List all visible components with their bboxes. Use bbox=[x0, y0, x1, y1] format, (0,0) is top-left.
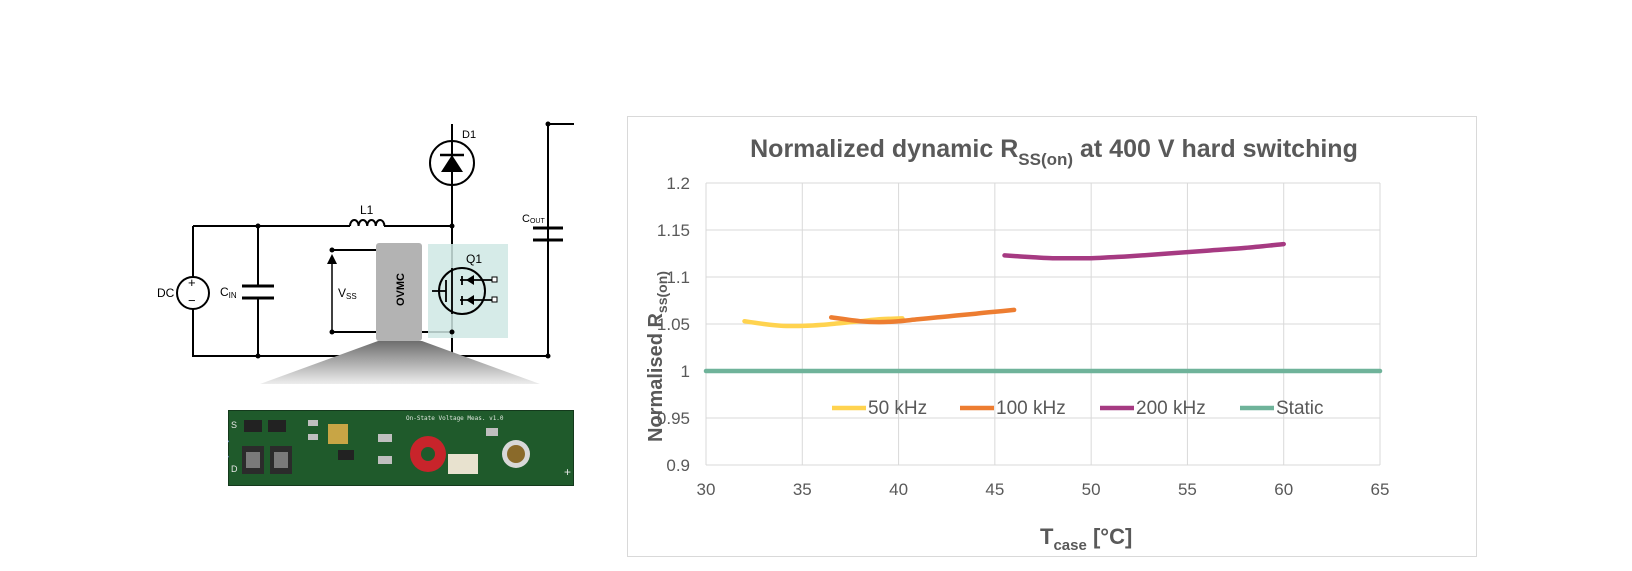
chart-frame: Normalized dynamic RSS(on) at 400 V hard… bbox=[627, 116, 1477, 557]
vss-sub: SS bbox=[346, 292, 357, 301]
x-tick-label: 60 bbox=[1274, 480, 1293, 499]
pcb-silkscreen: On-State Voltage Meas. v1.0 bbox=[406, 415, 504, 422]
dc-label: DC bbox=[157, 286, 175, 300]
ovmc-label: OVMC bbox=[395, 273, 407, 306]
cout-sub: OUT bbox=[530, 218, 546, 225]
svg-text:CIN: CIN bbox=[220, 285, 237, 300]
legend-label: 50 kHz bbox=[868, 398, 927, 419]
inductor-symbol bbox=[349, 219, 386, 227]
y-tick-label: 1 bbox=[681, 362, 690, 381]
x-tick-label: 35 bbox=[793, 480, 812, 499]
d1-label: D1 bbox=[462, 129, 476, 141]
vss-dot-top bbox=[329, 247, 335, 253]
q1-mosfet-symbol bbox=[432, 268, 494, 314]
svg-text:COUT: COUT bbox=[522, 213, 545, 225]
y-axis-label-sub: ss(on) bbox=[654, 271, 670, 313]
circuit-schematic: + − DC CIN L1 D1 COUT VSS OVMC Q1 bbox=[157, 121, 574, 384]
cin-label: C bbox=[220, 285, 229, 299]
y-axis-label: Normalised Rss(on) bbox=[645, 271, 670, 442]
x-axis-label-main: T bbox=[1040, 524, 1054, 549]
y-tick-label: 1.1 bbox=[666, 268, 690, 287]
q1-arrow-bottom bbox=[466, 295, 474, 305]
y-tick-label: 1.2 bbox=[666, 174, 690, 193]
cout-label: C bbox=[522, 213, 530, 225]
pcb-plus: + bbox=[564, 465, 571, 479]
x-tick-label: 50 bbox=[1082, 480, 1101, 499]
legend-label: 200 kHz bbox=[1136, 398, 1206, 419]
pcb-pin-d: D bbox=[231, 464, 238, 474]
ovmc-box bbox=[376, 243, 422, 341]
x-axis-label-sub: case bbox=[1053, 537, 1086, 554]
legend-label: Static bbox=[1276, 398, 1324, 419]
x-tick-label: 65 bbox=[1371, 480, 1390, 499]
x-axis-label-rest: [°C] bbox=[1087, 524, 1132, 549]
y-tick-label: 1.15 bbox=[657, 221, 690, 240]
y-tick-label: 0.9 bbox=[666, 456, 690, 475]
dc-source-symbol bbox=[176, 276, 210, 310]
pcb-photo: On-State Voltage Meas. v1.0 S D + bbox=[228, 410, 574, 486]
chart-title-sub: SS(on) bbox=[1018, 150, 1073, 169]
svg-text:VSS: VSS bbox=[338, 286, 357, 301]
vss-arrow-head bbox=[327, 254, 337, 264]
q1-pin-bottom bbox=[491, 296, 498, 303]
x-tick-label: 40 bbox=[889, 480, 908, 499]
y-tick-labels: 0.9 0.95 1 1.05 1.1 1.15 1.2 bbox=[657, 174, 690, 475]
chart: Normalized dynamic RSS(on) at 400 V hard… bbox=[645, 135, 1390, 554]
source-minus: − bbox=[188, 293, 196, 308]
pcb-pin-s: S bbox=[231, 420, 237, 430]
x-tick-label: 55 bbox=[1178, 480, 1197, 499]
x-axis-label: Tcase [°C] bbox=[1040, 524, 1132, 554]
y-axis-label-main: Normalised R bbox=[645, 313, 667, 442]
x-tick-labels: 30 35 40 45 50 55 60 65 bbox=[697, 480, 1390, 499]
y-tick-label: 1.05 bbox=[657, 315, 690, 334]
vss-dot-bottom bbox=[329, 329, 335, 335]
pcb-components bbox=[242, 420, 530, 474]
chart-series bbox=[703, 241, 1383, 374]
x-tick-label: 45 bbox=[985, 480, 1004, 499]
zoom-projection bbox=[260, 341, 540, 384]
cin-capacitor bbox=[242, 284, 274, 300]
chart-legend: 50 kHz 100 kHz 200 kHz Static bbox=[832, 398, 1324, 419]
series-line-100-khz bbox=[828, 307, 1017, 325]
y-tick-label: 0.95 bbox=[657, 409, 690, 428]
l1-label: L1 bbox=[360, 203, 374, 217]
cout-capacitor bbox=[533, 226, 563, 242]
source-plus: + bbox=[188, 275, 196, 290]
chart-title-rest: at 400 V hard switching bbox=[1073, 135, 1358, 163]
q1-label: Q1 bbox=[466, 252, 482, 266]
cin-sub: IN bbox=[229, 291, 237, 300]
x-tick-label: 30 bbox=[697, 480, 716, 499]
q1-pin-top bbox=[491, 276, 498, 283]
chart-title-main: Normalized dynamic R bbox=[750, 135, 1018, 163]
series-line-200-khz bbox=[1002, 241, 1286, 261]
legend-label: 100 kHz bbox=[996, 398, 1066, 419]
chart-title: Normalized dynamic RSS(on) at 400 V hard… bbox=[750, 135, 1358, 169]
vss-label: V bbox=[338, 286, 346, 300]
q1-arrow-top bbox=[466, 275, 474, 285]
